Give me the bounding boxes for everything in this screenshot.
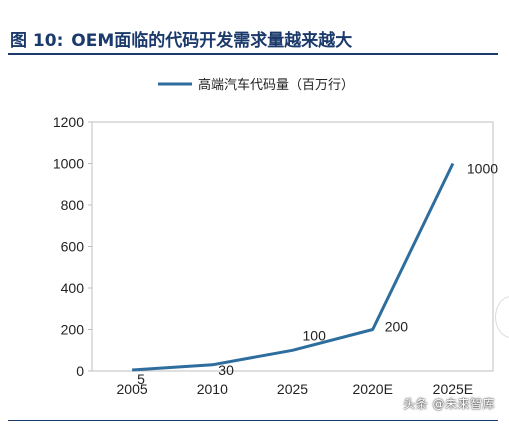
x-tick-label: 2010: [197, 381, 228, 397]
legend-label: 高端汽车代码量（百万行）: [198, 77, 354, 93]
title-divider: [8, 53, 498, 55]
x-tick-label: 2020E: [352, 381, 392, 397]
x-tick-label: 2025: [277, 381, 308, 397]
data-label: 1000: [467, 161, 498, 177]
y-tick-label: 600: [61, 239, 85, 255]
y-tick-label: 1000: [53, 156, 84, 172]
plot-area-frame: [91, 121, 494, 372]
bottom-divider: [8, 420, 498, 421]
y-tick-label: 0: [76, 363, 84, 379]
data-label: 5: [137, 371, 145, 387]
y-tick-label: 400: [61, 280, 85, 296]
y-tick-label: 200: [61, 322, 85, 338]
figure-title: 图 10: OEM面临的代码开发需求量越来越大: [10, 26, 352, 51]
data-label: 200: [385, 319, 409, 335]
series-line: [132, 162, 455, 372]
y-tick-label: 800: [61, 197, 85, 213]
data-label: 100: [303, 327, 327, 343]
x-tick-label: 2025E: [433, 381, 473, 397]
y-tick-label: 1200: [53, 114, 84, 130]
data-label: 30: [218, 362, 234, 378]
figure-title-text: OEM面临的代码开发需求量越来越大: [71, 31, 353, 51]
watermark-text: 头条 @未来智库: [403, 397, 495, 411]
x-tick-label: 2005: [117, 381, 148, 397]
figure-number: 图 10:: [10, 31, 64, 51]
